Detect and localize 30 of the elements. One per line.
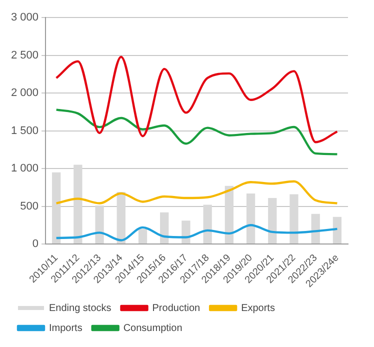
bar [203, 204, 212, 244]
legend-label: Consumption [123, 322, 182, 334]
y-tick-label: 0 [32, 238, 39, 250]
y-tick-label: 1 000 [10, 162, 39, 175]
line-series [55, 56, 338, 144]
line-series [55, 224, 338, 242]
y-tick-label: 2 000 [10, 87, 39, 100]
bar [290, 194, 298, 244]
bar [95, 206, 104, 244]
bar [74, 164, 82, 244]
legend-label: Production [152, 302, 200, 314]
line-series [55, 180, 338, 204]
y-tick-label: 500 [20, 200, 39, 212]
bar [182, 220, 190, 244]
legend-label: Imports [49, 322, 82, 334]
bar [224, 186, 234, 244]
bar [268, 198, 277, 244]
y-tick-label: 2 500 [10, 49, 39, 62]
y-tick-label: 3 000 [10, 12, 39, 24]
bar [116, 192, 126, 244]
legend-label: Ending stocks [49, 302, 112, 314]
y-tick-label: 1 500 [10, 124, 39, 137]
bar [332, 216, 342, 244]
bar [246, 193, 256, 244]
bar [160, 212, 169, 244]
bar [52, 172, 61, 244]
legend-label: Exports [241, 302, 275, 314]
bar [138, 228, 148, 244]
bar [311, 214, 320, 244]
line-series [55, 108, 338, 156]
